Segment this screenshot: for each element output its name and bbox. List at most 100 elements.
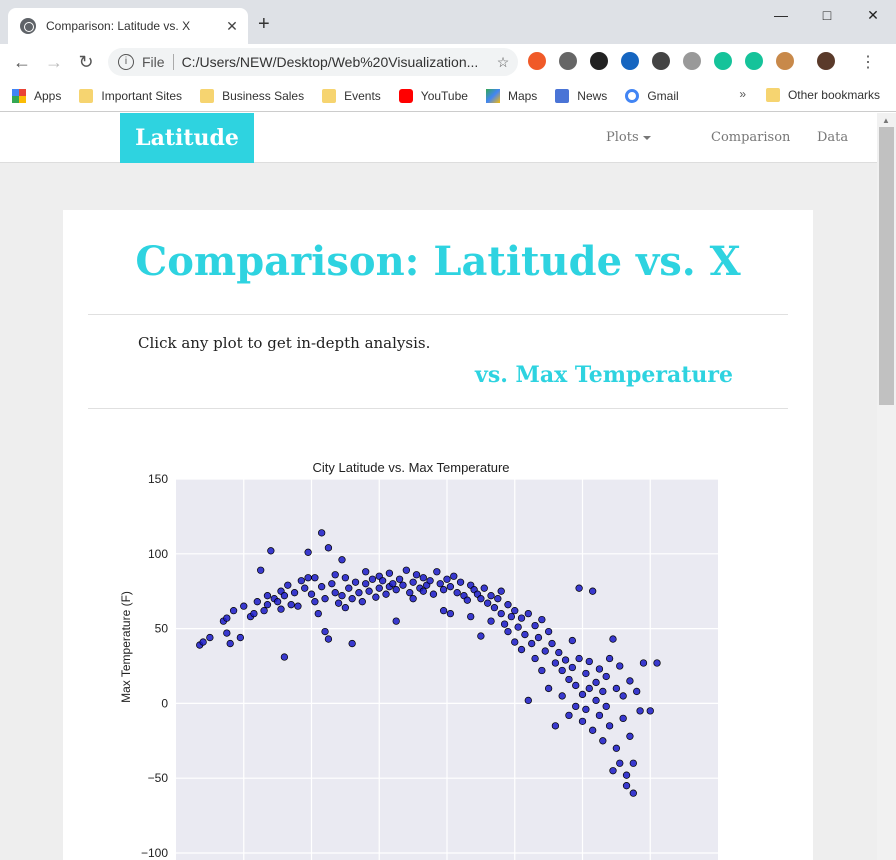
bookmark-maps[interactable]: Maps — [485, 88, 537, 103]
scatter-plot[interactable]: City Latitude vs. Max Temperature Max Te… — [113, 455, 733, 860]
bookmark-important-sites[interactable]: Important Sites — [79, 88, 182, 103]
data-point — [538, 666, 546, 675]
data-point — [646, 707, 654, 715]
grammarly-alt-icon[interactable] — [745, 52, 763, 70]
browser-tab[interactable]: Comparison: Latitude vs. X ✕ — [8, 8, 248, 44]
reload-icon[interactable]: ↻ — [78, 51, 94, 72]
data-point — [206, 633, 214, 642]
data-point — [605, 654, 614, 663]
data-point — [524, 609, 532, 618]
extension-fire-icon[interactable] — [528, 52, 546, 70]
bookmark-events[interactable]: Events — [322, 88, 381, 103]
y-tick-label: 0 — [161, 696, 168, 710]
site-navbar: Latitude Plots Comparison Data — [0, 113, 877, 163]
other-bookmarks[interactable]: Other bookmarks — [765, 88, 880, 102]
info-icon[interactable]: i — [118, 54, 134, 70]
brand-logo[interactable]: Latitude — [120, 113, 254, 163]
close-tab-icon[interactable]: ✕ — [226, 17, 238, 34]
google-icon — [625, 88, 640, 103]
data-point — [446, 609, 455, 618]
y-tick-label: 100 — [148, 547, 168, 561]
page-viewport: Latitude Plots Comparison Data Compariso… — [0, 113, 877, 860]
data-point — [589, 587, 597, 595]
grammarly-icon[interactable] — [714, 52, 732, 70]
data-point — [622, 782, 631, 790]
data-point — [490, 604, 499, 612]
extension-lock-icon[interactable] — [652, 52, 670, 70]
bookmark-youtube[interactable]: YouTube — [398, 88, 468, 103]
data-point — [372, 593, 380, 601]
more-bookmarks-icon[interactable]: » — [739, 87, 746, 101]
nav-plots-dropdown[interactable]: Plots — [606, 130, 651, 145]
data-point — [351, 578, 360, 586]
data-point — [419, 587, 427, 595]
data-point — [497, 587, 505, 595]
url-text[interactable]: C:/Users/NEW/Desktop/Web%20Visualization… — [181, 54, 479, 70]
data-point — [362, 580, 370, 588]
scrollbar[interactable]: ▲ — [877, 113, 896, 860]
bookmark-business-sales[interactable]: Business Sales — [200, 88, 304, 103]
y-axis-label: Max Temperature (F) — [119, 591, 133, 703]
scrollbar-thumb[interactable] — [879, 127, 894, 405]
y-tick-label: −100 — [141, 846, 168, 860]
y-tick-label: 150 — [148, 472, 168, 486]
y-tick-label: 50 — [155, 622, 169, 636]
close-window-icon[interactable]: ✕ — [867, 6, 879, 23]
data-point — [378, 577, 387, 585]
data-point — [409, 595, 417, 603]
nav-comparison[interactable]: Comparison — [711, 130, 791, 145]
extension-circle-icon[interactable] — [559, 52, 577, 70]
extension-ship-icon[interactable] — [683, 52, 701, 70]
data-point — [375, 584, 383, 592]
extension-fox-icon[interactable] — [590, 52, 608, 70]
profile-avatar[interactable] — [817, 52, 835, 70]
data-point — [253, 598, 261, 606]
data-point — [558, 692, 566, 700]
minimize-icon[interactable]: — — [774, 7, 788, 23]
bookmarks-bar: Apps Important Sites Business Sales Even… — [0, 80, 896, 112]
data-point — [263, 601, 272, 609]
nav-data[interactable]: Data — [817, 130, 849, 145]
cookie-icon[interactable] — [776, 52, 794, 70]
data-point — [348, 639, 356, 648]
forward-icon[interactable]: → — [45, 51, 63, 72]
plot-subheading[interactable]: vs. Max Temperature — [475, 362, 733, 388]
data-point — [331, 571, 339, 579]
data-point — [362, 568, 370, 576]
data-point — [392, 586, 400, 594]
bookmark-gmail[interactable]: Gmail — [625, 88, 679, 103]
data-point — [331, 589, 339, 597]
data-point — [558, 666, 566, 675]
youtube-icon — [398, 88, 413, 103]
data-point — [267, 547, 275, 555]
data-point — [575, 654, 583, 663]
data-point — [612, 684, 621, 693]
menu-kebab-icon[interactable]: ⋮ — [860, 54, 876, 71]
divider — [88, 408, 788, 409]
address-bar[interactable]: i File C:/Users/NEW/Desktop/Web%20Visual… — [108, 48, 518, 76]
page-title: Comparison: Latitude vs. X — [135, 238, 741, 285]
data-point — [314, 609, 322, 618]
data-point — [541, 647, 549, 655]
data-point — [551, 659, 560, 667]
data-point — [412, 571, 421, 579]
maximize-icon[interactable]: □ — [822, 7, 832, 23]
data-point — [612, 744, 621, 752]
data-point — [629, 759, 637, 767]
data-point — [436, 580, 444, 588]
back-icon[interactable]: ← — [13, 51, 31, 72]
data-point — [446, 583, 455, 591]
page-description: Click any plot to get in-depth analysis. — [138, 334, 431, 352]
data-point — [528, 639, 536, 648]
bookmark-apps[interactable]: Apps — [12, 88, 61, 103]
data-point — [301, 584, 309, 592]
data-point — [338, 592, 346, 600]
bookmark-star-icon[interactable]: ☆ — [496, 53, 510, 70]
bookmark-news[interactable]: News — [555, 88, 607, 103]
scroll-up-icon[interactable]: ▲ — [882, 116, 890, 125]
extension-y-icon[interactable] — [621, 52, 639, 70]
data-point — [609, 767, 617, 775]
data-point — [616, 662, 624, 670]
data-point — [619, 714, 627, 723]
new-tab-button[interactable]: + — [258, 13, 270, 35]
